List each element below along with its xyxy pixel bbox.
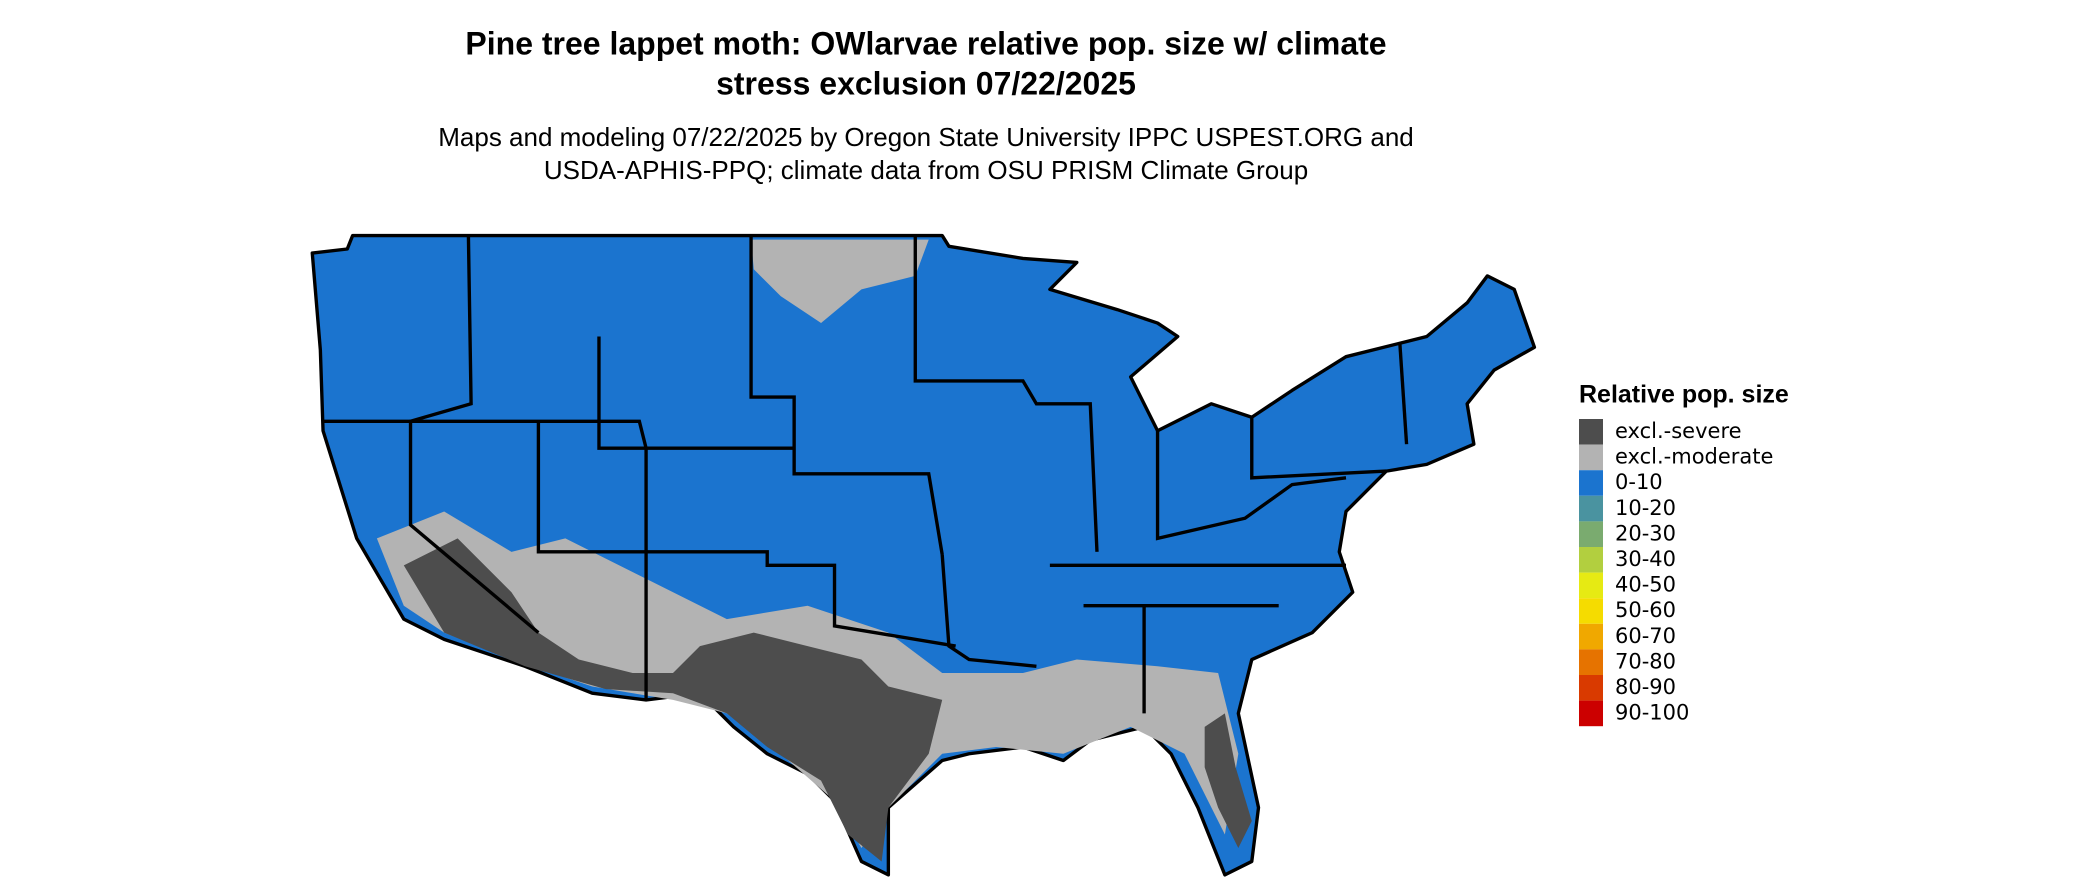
legend-swatch bbox=[1579, 623, 1603, 650]
legend-label: 10-20 bbox=[1615, 496, 1676, 520]
severe-area bbox=[403, 538, 943, 862]
title: Pine tree lappet moth: OWlarvae relative… bbox=[465, 25, 1386, 61]
map bbox=[310, 233, 1537, 877]
legend-swatch bbox=[1579, 675, 1603, 701]
legend-swatch bbox=[1579, 598, 1603, 624]
legend-swatch bbox=[1579, 495, 1603, 522]
subtitle: USDA-APHIS-PPQ; climate data from OSU PR… bbox=[544, 155, 1308, 185]
legend-swatch bbox=[1579, 470, 1603, 496]
legend-title: Relative pop. size bbox=[1579, 381, 1789, 409]
legend-swatch bbox=[1579, 572, 1603, 599]
legend-label: 80-90 bbox=[1615, 675, 1676, 699]
legend-label: 40-50 bbox=[1615, 573, 1676, 597]
legend-label: 0-10 bbox=[1615, 470, 1663, 494]
legend: Relative pop. size excl.-severeexcl.-mod… bbox=[1579, 381, 1789, 727]
legend-label: excl.-moderate bbox=[1615, 445, 1773, 469]
legend-label: 90-100 bbox=[1615, 701, 1689, 725]
legend-label: 70-80 bbox=[1615, 649, 1676, 673]
moderate-area bbox=[751, 239, 929, 324]
legend-swatch bbox=[1579, 419, 1603, 445]
legend-label: 20-30 bbox=[1615, 521, 1676, 545]
title: stress exclusion 07/22/2025 bbox=[716, 65, 1136, 101]
severe-area bbox=[1204, 713, 1252, 848]
legend-label: 60-70 bbox=[1615, 624, 1676, 648]
legend-label: 50-60 bbox=[1615, 598, 1676, 622]
legend-swatch bbox=[1579, 700, 1603, 727]
state-borders bbox=[323, 235, 1409, 714]
legend-swatch bbox=[1579, 444, 1603, 471]
legend-label: excl.-severe bbox=[1615, 419, 1742, 443]
legend-swatch bbox=[1579, 547, 1603, 573]
legend-swatch bbox=[1579, 649, 1603, 675]
legend-label: 30-40 bbox=[1615, 547, 1676, 571]
subtitle: Maps and modeling 07/22/2025 by Oregon S… bbox=[438, 122, 1414, 152]
legend-swatch bbox=[1579, 521, 1603, 547]
